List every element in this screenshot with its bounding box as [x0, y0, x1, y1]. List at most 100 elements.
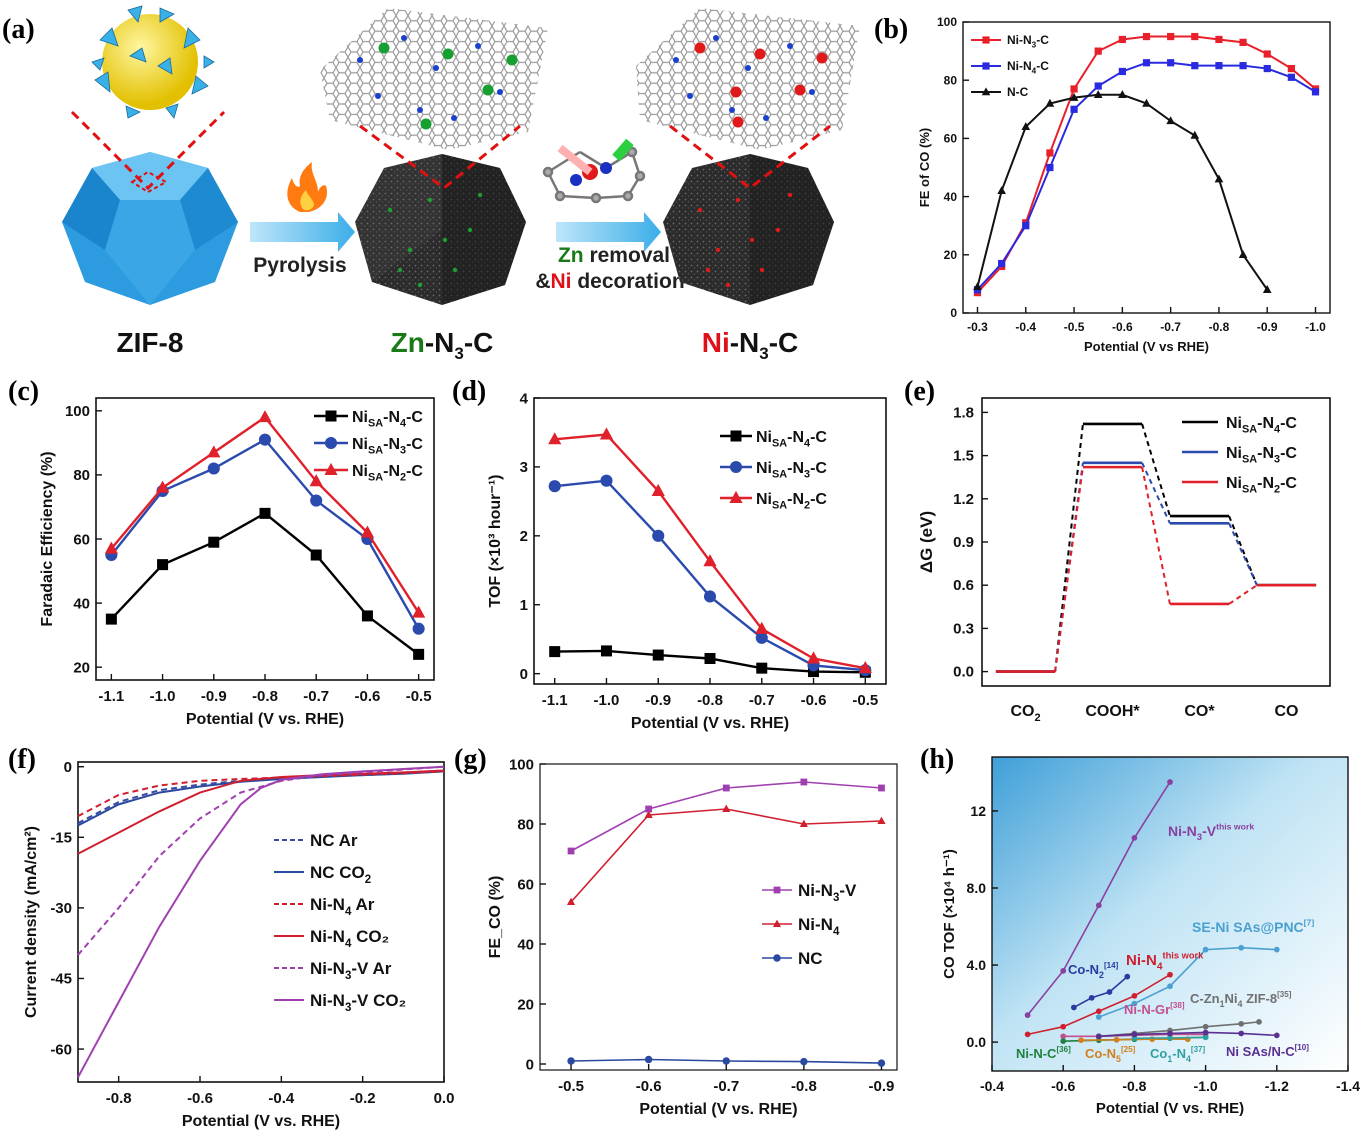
energy-connector [1228, 584, 1258, 605]
graphene-sheet-zn [320, 8, 548, 150]
data-point [105, 613, 117, 625]
legend-label: NiSA-N2-C [1226, 475, 1297, 495]
x-tick-label: -0.8 [106, 1090, 132, 1107]
series-line [1098, 1021, 1260, 1038]
data-point [1149, 1036, 1156, 1043]
pyrolysis-arrow [250, 162, 355, 252]
x-axis-label: Potential (V vs. RHE) [186, 711, 344, 728]
legend-label: Ni-N4 Ar [310, 895, 375, 918]
y-tick-label: 1 [520, 597, 528, 614]
data-point [1093, 90, 1103, 98]
data-point [548, 480, 561, 493]
series-ni-n3-v [567, 778, 885, 855]
legend-label: NiSA-N4-C [756, 429, 827, 449]
data-point [1118, 35, 1126, 44]
x-tick-label: -0.7 [713, 1078, 739, 1095]
data-point [1024, 1031, 1031, 1038]
x-tick-label: -0.8 [252, 688, 278, 705]
data-point [1106, 989, 1113, 995]
series-ni-n3-c [973, 32, 1320, 297]
data-point [567, 847, 575, 855]
x-axis-label: Potential (V vs. RHE) [182, 1113, 340, 1130]
data-point [259, 507, 271, 519]
data-point [644, 1055, 653, 1064]
y-tick-label: 0.6 [953, 577, 974, 594]
x-tick-label: -0.8 [791, 1078, 817, 1095]
y-tick-label: 20 [944, 248, 958, 262]
y-tick-label: 0.0 [953, 664, 974, 681]
y-tick-label: 100 [65, 403, 90, 420]
data-point [361, 610, 373, 622]
x-tick-label: -0.6 [1051, 1078, 1075, 1094]
y-tick-label: 40 [517, 936, 534, 953]
series-line [570, 781, 882, 852]
y-tick-label: 0 [64, 759, 72, 776]
data-point [1094, 47, 1102, 55]
legend: NiSA-N4-C NiSA-N3-C NiSA-N2-C [1182, 415, 1297, 495]
series-ni-n4-c [973, 59, 1320, 294]
legend-label: NiSA-N2-C [756, 491, 827, 511]
data-point [155, 480, 170, 493]
series-nisa-n3-c [995, 461, 1317, 673]
y-tick-label: 0 [520, 666, 528, 683]
data-point [1060, 967, 1067, 974]
x-tick-label: -0.6 [801, 692, 827, 709]
y-axis-label: FE of CO (%) [917, 128, 932, 207]
x-tick-label: -0.8 [1122, 1078, 1146, 1094]
data-point [1046, 163, 1054, 172]
data-point [360, 525, 375, 538]
y-tick-label: 1.8 [953, 404, 974, 421]
x-tick-label: -0.6 [636, 1078, 662, 1095]
x-tick-label: -1.0 [1194, 1078, 1218, 1094]
legend-marker [982, 62, 990, 70]
y-tick-label: 40 [73, 595, 90, 612]
x-axis-label: Potential (V vs. RHE) [1096, 1100, 1244, 1117]
data-point [1287, 73, 1295, 81]
data-point [1202, 1023, 1209, 1030]
y-tick-label: 100 [937, 15, 957, 29]
legend-label: NiSA-N4-C [352, 409, 423, 429]
x-tick-label: 0.0 [434, 1090, 455, 1107]
legend-label: NiSA-N3-C [1226, 445, 1297, 465]
data-point [1238, 1020, 1245, 1027]
data-point [1263, 50, 1271, 58]
panel-label-h: (h) [920, 744, 954, 775]
data-point [1238, 1030, 1245, 1037]
series-line [1073, 976, 1128, 1009]
legend-label: NiSA-N4-C [1226, 415, 1297, 435]
data-point [1167, 59, 1175, 67]
y-tick-label: -30 [50, 900, 72, 917]
data-point [1069, 92, 1079, 101]
series-line [1098, 1031, 1277, 1038]
x-tick-label: -0.5 [852, 692, 878, 709]
data-point [413, 648, 425, 660]
series-line [110, 438, 420, 630]
legend-marker [773, 886, 781, 894]
x-axis-label: Potential (V vs. RHE) [639, 1101, 797, 1118]
data-point [1238, 250, 1248, 259]
x-tick-label: -0.5 [558, 1078, 584, 1095]
x-tick-label: -1.2 [1265, 1078, 1289, 1094]
data-point [1070, 85, 1078, 93]
data-point [1021, 122, 1031, 130]
data-point [800, 1057, 808, 1066]
y-axis-label: Current density (mA/cm²) [23, 826, 40, 1018]
series-n-c [973, 90, 1272, 293]
ni-n3-c-particle [663, 154, 834, 305]
data-point [755, 631, 768, 644]
data-point [310, 549, 322, 561]
data-point [258, 410, 272, 423]
series-ni-n3-v-this-work [1024, 779, 1173, 1018]
flame-icon [287, 162, 328, 212]
data-point [703, 590, 717, 603]
legend-label: Ni-N4 CO₂ [310, 927, 389, 950]
data-point [1273, 1032, 1280, 1039]
y-tick-label: 20 [73, 659, 90, 676]
legend-marker [729, 460, 743, 474]
data-point [567, 1057, 575, 1065]
data-point [258, 433, 272, 446]
legend-label: NC Ar [310, 831, 358, 850]
chart-e: 0.0 0.3 0.6 0.9 1.2 1.5 1.8 CO2 COOH* CO* CO ΔG (eV… [917, 397, 1331, 724]
data-point [566, 897, 576, 906]
zn-n3-c-particle [355, 154, 526, 305]
